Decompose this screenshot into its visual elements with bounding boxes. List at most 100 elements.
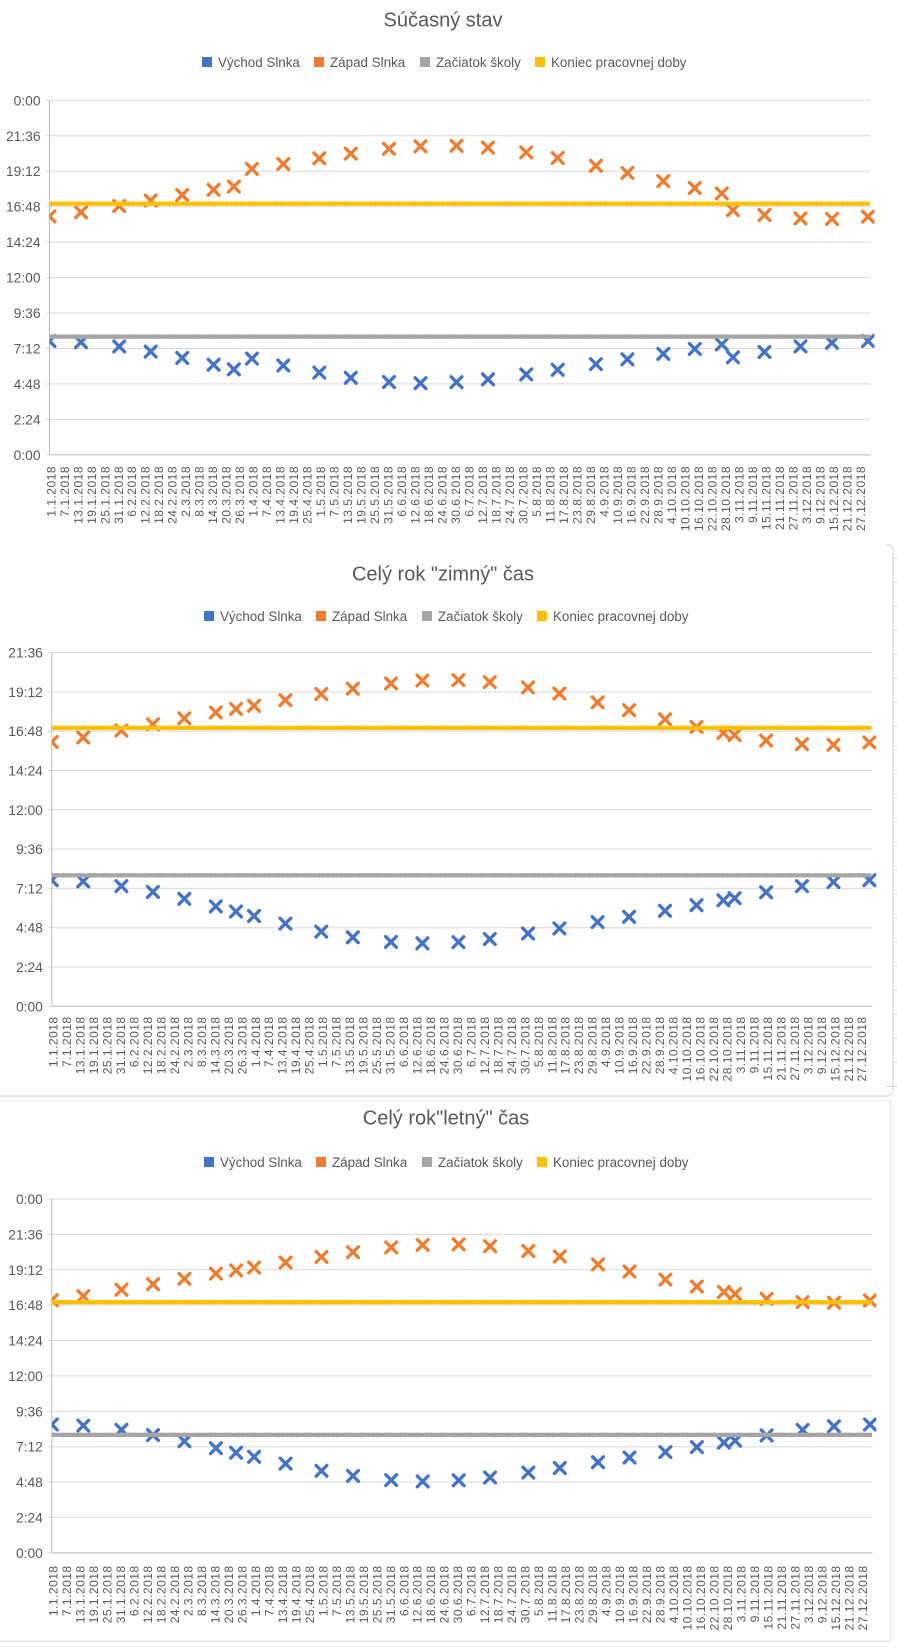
svg-text:20.3.2018: 20.3.2018: [220, 466, 234, 524]
svg-text:19.5.2018: 19.5.2018: [355, 466, 369, 524]
svg-text:29.8.2018: 29.8.2018: [586, 1565, 600, 1623]
svg-text:16:48: 16:48: [6, 200, 41, 215]
svg-text:7:12: 7:12: [16, 881, 43, 896]
svg-text:15.11.2018: 15.11.2018: [761, 1016, 775, 1080]
svg-text:12.7.2018: 12.7.2018: [476, 466, 490, 524]
svg-text:9.12.2018: 9.12.2018: [815, 1016, 829, 1074]
svg-text:31.5.2018: 31.5.2018: [382, 466, 396, 524]
svg-text:22.9.2018: 22.9.2018: [638, 466, 652, 524]
svg-text:29.8.2018: 29.8.2018: [584, 466, 598, 524]
svg-text:12:00: 12:00: [8, 803, 43, 818]
svg-text:30.7.2018: 30.7.2018: [519, 1565, 533, 1623]
svg-text:30.7.2018: 30.7.2018: [518, 1016, 532, 1074]
svg-text:10.10.2018: 10.10.2018: [680, 1016, 694, 1081]
svg-text:30.6.2018: 30.6.2018: [451, 1565, 465, 1623]
svg-text:Východ Slnka: Východ Slnka: [218, 55, 300, 70]
svg-text:16:48: 16:48: [8, 724, 43, 739]
svg-text:21:36: 21:36: [6, 129, 41, 144]
svg-text:1.1.2018: 1.1.2018: [44, 466, 58, 517]
svg-text:2:24: 2:24: [16, 1510, 43, 1525]
svg-text:27.12.2018: 27.12.2018: [855, 1016, 869, 1081]
svg-text:7:12: 7:12: [16, 1440, 43, 1455]
svg-text:6.6.2018: 6.6.2018: [397, 1565, 411, 1616]
svg-text:27.11.2018: 27.11.2018: [786, 466, 800, 530]
svg-text:Začiatok školy: Začiatok školy: [438, 609, 523, 624]
svg-text:13.1.2018: 13.1.2018: [74, 1016, 88, 1074]
svg-text:10.9.2018: 10.9.2018: [611, 466, 625, 524]
svg-text:6.7.2018: 6.7.2018: [465, 1565, 479, 1616]
svg-text:3.11.2018: 3.11.2018: [734, 1016, 748, 1073]
svg-text:24.2.2018: 24.2.2018: [168, 1016, 182, 1074]
svg-text:1.5.2018: 1.5.2018: [314, 466, 328, 517]
svg-text:Koniec pracovnej doby: Koniec pracovnej doby: [553, 609, 689, 624]
svg-text:21.12.2018: 21.12.2018: [840, 466, 854, 531]
svg-text:21.11.2018: 21.11.2018: [773, 466, 787, 530]
svg-text:24.6.2018: 24.6.2018: [436, 466, 450, 524]
svg-text:0:00: 0:00: [16, 999, 43, 1014]
svg-text:31.1.2018: 31.1.2018: [114, 1565, 128, 1623]
svg-text:15.12.2018: 15.12.2018: [827, 466, 841, 531]
svg-text:28.9.2018: 28.9.2018: [653, 1016, 667, 1074]
svg-text:30.6.2018: 30.6.2018: [451, 1016, 465, 1074]
svg-text:9.12.2018: 9.12.2018: [815, 1565, 829, 1623]
svg-text:27.11.2018: 27.11.2018: [788, 1016, 802, 1080]
svg-text:21.12.2018: 21.12.2018: [842, 1565, 856, 1630]
svg-text:7.5.2018: 7.5.2018: [330, 1016, 344, 1067]
svg-text:9:36: 9:36: [16, 842, 43, 857]
svg-text:18.2.2018: 18.2.2018: [155, 1565, 169, 1623]
svg-text:11.8.2018: 11.8.2018: [545, 1016, 559, 1073]
svg-text:14:24: 14:24: [8, 1334, 43, 1349]
svg-text:22.9.2018: 22.9.2018: [640, 1565, 654, 1623]
svg-text:12:00: 12:00: [6, 271, 41, 286]
svg-text:Celý rok"letný" čas: Celý rok"letný" čas: [363, 1108, 529, 1130]
svg-text:19:12: 19:12: [6, 164, 41, 179]
svg-text:25.4.2018: 25.4.2018: [303, 1565, 317, 1623]
svg-text:12.6.2018: 12.6.2018: [409, 466, 423, 524]
svg-text:24.2.2018: 24.2.2018: [166, 466, 180, 524]
svg-text:9:36: 9:36: [16, 1404, 43, 1419]
svg-text:19:12: 19:12: [8, 1263, 43, 1278]
svg-text:28.9.2018: 28.9.2018: [651, 466, 665, 524]
svg-text:14:24: 14:24: [6, 235, 41, 250]
svg-text:5.8.2018: 5.8.2018: [532, 1016, 546, 1067]
svg-text:3.12.2018: 3.12.2018: [800, 466, 814, 524]
svg-text:11.8.2018: 11.8.2018: [546, 1565, 560, 1622]
svg-text:26.3.2018: 26.3.2018: [235, 1016, 249, 1074]
svg-text:5.8.2018: 5.8.2018: [530, 466, 544, 517]
svg-text:25.1.2018: 25.1.2018: [101, 1016, 115, 1074]
svg-text:16:48: 16:48: [8, 1298, 43, 1313]
svg-text:0:00: 0:00: [16, 1192, 43, 1207]
svg-text:25.5.2018: 25.5.2018: [370, 1565, 384, 1623]
svg-text:7.5.2018: 7.5.2018: [328, 466, 342, 517]
svg-text:Súčasný stav: Súčasný stav: [384, 10, 503, 32]
svg-text:24.2.2018: 24.2.2018: [168, 1565, 182, 1623]
svg-text:13.5.2018: 13.5.2018: [343, 1016, 357, 1074]
svg-text:9.11.2018: 9.11.2018: [747, 1016, 761, 1073]
svg-text:4.10.2018: 4.10.2018: [667, 1565, 681, 1623]
svg-text:20.3.2018: 20.3.2018: [222, 1565, 236, 1623]
svg-text:19.1.2018: 19.1.2018: [85, 466, 99, 524]
svg-text:21:36: 21:36: [8, 646, 43, 661]
svg-text:21.12.2018: 21.12.2018: [842, 1016, 856, 1081]
svg-text:6.6.2018: 6.6.2018: [395, 466, 409, 517]
svg-text:8.3.2018: 8.3.2018: [195, 1565, 209, 1616]
svg-text:4.10.2018: 4.10.2018: [667, 1016, 681, 1074]
svg-text:27.11.2018: 27.11.2018: [788, 1565, 802, 1629]
svg-text:0:00: 0:00: [14, 93, 41, 108]
svg-text:18.7.2018: 18.7.2018: [491, 1016, 505, 1074]
svg-text:19.5.2018: 19.5.2018: [357, 1565, 371, 1623]
svg-text:21.11.2018: 21.11.2018: [775, 1565, 789, 1629]
svg-text:14.3.2018: 14.3.2018: [206, 466, 220, 524]
svg-text:19.1.2018: 19.1.2018: [87, 1565, 101, 1623]
svg-text:25.4.2018: 25.4.2018: [303, 1016, 317, 1074]
svg-text:Západ Slnka: Západ Slnka: [332, 609, 408, 624]
svg-text:12.7.2018: 12.7.2018: [478, 1016, 492, 1074]
svg-text:18.2.2018: 18.2.2018: [154, 1016, 168, 1074]
svg-text:31.5.2018: 31.5.2018: [384, 1016, 398, 1074]
svg-text:10.10.2018: 10.10.2018: [681, 1565, 695, 1630]
svg-text:22.10.2018: 22.10.2018: [705, 466, 719, 531]
svg-text:17.8.2018: 17.8.2018: [559, 1016, 573, 1074]
svg-text:6.2.2018: 6.2.2018: [128, 1016, 142, 1067]
svg-text:30.6.2018: 30.6.2018: [449, 466, 463, 524]
svg-text:Začiatok školy: Začiatok školy: [436, 55, 521, 70]
